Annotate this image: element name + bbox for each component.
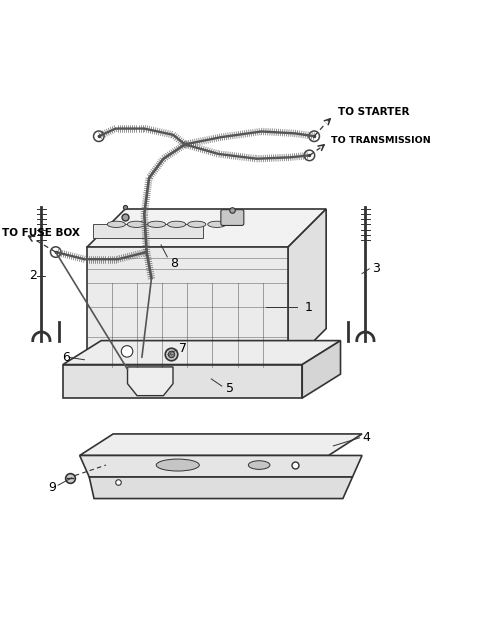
Text: 6: 6 bbox=[62, 351, 70, 364]
Circle shape bbox=[304, 150, 315, 161]
Bar bbox=[93, 224, 203, 238]
Circle shape bbox=[94, 131, 104, 142]
Polygon shape bbox=[87, 247, 288, 367]
Text: 8: 8 bbox=[169, 257, 178, 270]
Polygon shape bbox=[80, 434, 362, 456]
Text: 7: 7 bbox=[179, 342, 187, 355]
Text: 3: 3 bbox=[372, 262, 380, 275]
Text: 1: 1 bbox=[305, 301, 312, 314]
Polygon shape bbox=[87, 209, 326, 247]
Polygon shape bbox=[63, 365, 302, 398]
Ellipse shape bbox=[156, 459, 199, 471]
Polygon shape bbox=[63, 340, 340, 365]
Polygon shape bbox=[288, 209, 326, 367]
Text: TO TRANSMISSION: TO TRANSMISSION bbox=[331, 136, 431, 145]
Text: 2: 2 bbox=[29, 269, 37, 282]
Circle shape bbox=[121, 345, 133, 357]
Ellipse shape bbox=[188, 221, 206, 227]
Polygon shape bbox=[89, 477, 352, 498]
Polygon shape bbox=[80, 456, 362, 477]
Ellipse shape bbox=[208, 221, 226, 227]
Text: TO STARTER: TO STARTER bbox=[338, 107, 409, 118]
Circle shape bbox=[50, 247, 61, 258]
Ellipse shape bbox=[248, 461, 270, 469]
Ellipse shape bbox=[127, 221, 145, 227]
Text: 5: 5 bbox=[226, 382, 234, 395]
Polygon shape bbox=[128, 367, 173, 396]
Ellipse shape bbox=[147, 221, 166, 227]
Ellipse shape bbox=[168, 221, 186, 227]
Text: 4: 4 bbox=[362, 431, 370, 444]
Circle shape bbox=[309, 131, 320, 142]
Text: 9: 9 bbox=[48, 481, 57, 494]
Polygon shape bbox=[302, 340, 340, 398]
FancyBboxPatch shape bbox=[221, 210, 244, 225]
Ellipse shape bbox=[107, 221, 125, 227]
Text: TO FUSE BOX: TO FUSE BOX bbox=[1, 228, 80, 238]
